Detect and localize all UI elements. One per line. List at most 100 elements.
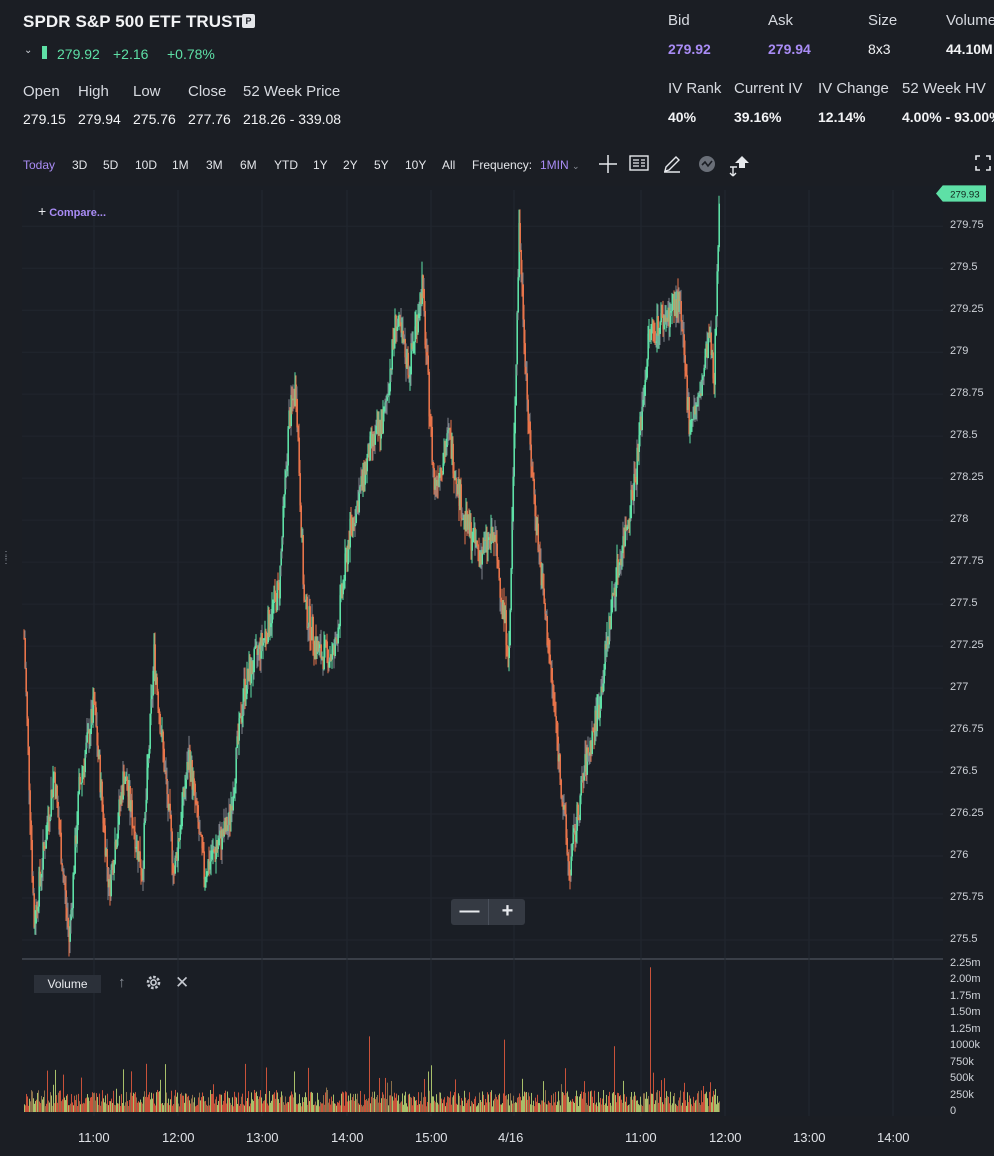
candle-body — [667, 307, 669, 322]
volume-bar — [713, 1090, 714, 1112]
fullscreen-icon[interactable] — [973, 154, 993, 176]
volume-bar — [649, 1104, 650, 1112]
volume-bar — [438, 1104, 439, 1112]
candle-body — [114, 841, 116, 864]
frequency-select[interactable]: 1MIN ⌄ — [540, 158, 580, 172]
volume-bar — [361, 1104, 362, 1112]
candle-body — [444, 452, 446, 456]
indicator-icon[interactable] — [696, 154, 718, 176]
volume-bar — [506, 1095, 507, 1112]
timeframe-10d[interactable]: 10D — [135, 158, 158, 172]
compare-button[interactable]: + Compare... — [38, 203, 107, 219]
candle-body — [44, 845, 46, 849]
timeframe-2y[interactable]: 2Y — [343, 158, 358, 172]
candle-body — [359, 486, 361, 492]
candle-body — [195, 800, 197, 804]
volume-bar — [303, 1102, 304, 1112]
candle-body — [709, 332, 711, 336]
volume-bar — [565, 1068, 566, 1112]
volume-bar — [59, 1090, 60, 1112]
volume-bar — [30, 1101, 31, 1112]
p-badge[interactable]: P — [242, 14, 255, 28]
volume-bar — [236, 1097, 237, 1112]
volume-bar — [331, 1096, 332, 1112]
volume-bar — [615, 1095, 616, 1112]
candle-body — [246, 668, 248, 694]
gear-icon[interactable] — [145, 974, 162, 996]
volume-bar — [562, 1091, 563, 1112]
volume-bar — [115, 1105, 116, 1112]
news-icon[interactable] — [628, 154, 650, 176]
volume-bar — [363, 1105, 364, 1112]
volume-bar — [316, 1105, 317, 1112]
candle-body — [263, 638, 265, 641]
volume-bar — [301, 1106, 302, 1112]
timeframe-all[interactable]: All — [442, 158, 456, 172]
candle-body — [216, 848, 218, 850]
volume-bar — [434, 1100, 435, 1112]
share-icon[interactable] — [727, 154, 751, 177]
candle-body — [580, 780, 582, 796]
candle-body — [188, 749, 190, 770]
candle-body — [219, 830, 221, 839]
candle-body — [205, 876, 207, 878]
timeframe-today[interactable]: Today — [23, 158, 56, 172]
candle-body — [533, 478, 535, 495]
volume-bar — [262, 1103, 263, 1112]
timeframe-5d[interactable]: 5D — [103, 158, 119, 172]
candle-body — [155, 677, 157, 680]
candle-body — [35, 904, 37, 924]
drag-handle-icon[interactable]: ⋮ ⋮ — [1, 550, 11, 566]
volume-bar — [254, 1089, 255, 1112]
volume-bar — [346, 1092, 347, 1112]
candle-body — [209, 861, 211, 870]
timeframe-3d[interactable]: 3D — [72, 158, 88, 172]
close-icon[interactable]: ✕ — [175, 973, 190, 992]
candle-body — [230, 805, 232, 822]
candle-body — [344, 553, 346, 581]
zoom-out-button[interactable]: — — [459, 900, 480, 922]
volume-bar — [40, 1103, 41, 1112]
volume-bar — [134, 1093, 135, 1112]
pencil-icon[interactable] — [661, 154, 683, 176]
timeframe-5y[interactable]: 5Y — [374, 158, 389, 172]
zoom-in-button[interactable]: + — [488, 899, 526, 925]
arrow-up-icon[interactable]: ↑ — [118, 974, 126, 991]
timeframe-1m[interactable]: 1M — [172, 158, 189, 172]
candle-body — [150, 699, 152, 714]
candle-body — [125, 776, 127, 781]
candle-body — [656, 316, 658, 342]
volume-bar — [589, 1105, 590, 1112]
volume-bar — [456, 1103, 457, 1112]
candle-body — [247, 668, 249, 681]
volume-bar — [536, 1101, 537, 1112]
candle-body — [259, 643, 261, 659]
volume-bar — [630, 1096, 631, 1112]
price-tick: 279.75 — [950, 219, 984, 232]
volume-bar — [126, 1091, 127, 1112]
volume-bar — [337, 1102, 338, 1112]
volume-bar — [499, 1093, 500, 1112]
timeframe-3m[interactable]: 3M — [206, 158, 223, 172]
volume-bar — [387, 1082, 388, 1112]
timeframe-6m[interactable]: 6M — [240, 158, 257, 172]
candle-body — [152, 670, 154, 696]
volume-bar — [312, 1092, 313, 1112]
candle-body — [353, 518, 355, 527]
candle-body — [681, 321, 683, 330]
volume-bar — [253, 1100, 254, 1112]
chevron-down-icon[interactable]: ⌄ — [24, 45, 33, 56]
candle-body — [159, 713, 161, 733]
candle-body — [147, 758, 149, 768]
candle-body — [245, 693, 247, 698]
volume-bar — [704, 1094, 705, 1112]
time-tick: 14:00 — [331, 1130, 364, 1145]
volume-bar — [480, 1099, 481, 1112]
crosshair-icon[interactable] — [597, 154, 619, 176]
candle-body — [523, 319, 525, 344]
timeframe-10y[interactable]: 10Y — [405, 158, 427, 172]
volume-bar — [121, 1094, 122, 1112]
candle-body — [224, 821, 226, 832]
timeframe-ytd[interactable]: YTD — [274, 158, 298, 172]
timeframe-1y[interactable]: 1Y — [313, 158, 328, 172]
